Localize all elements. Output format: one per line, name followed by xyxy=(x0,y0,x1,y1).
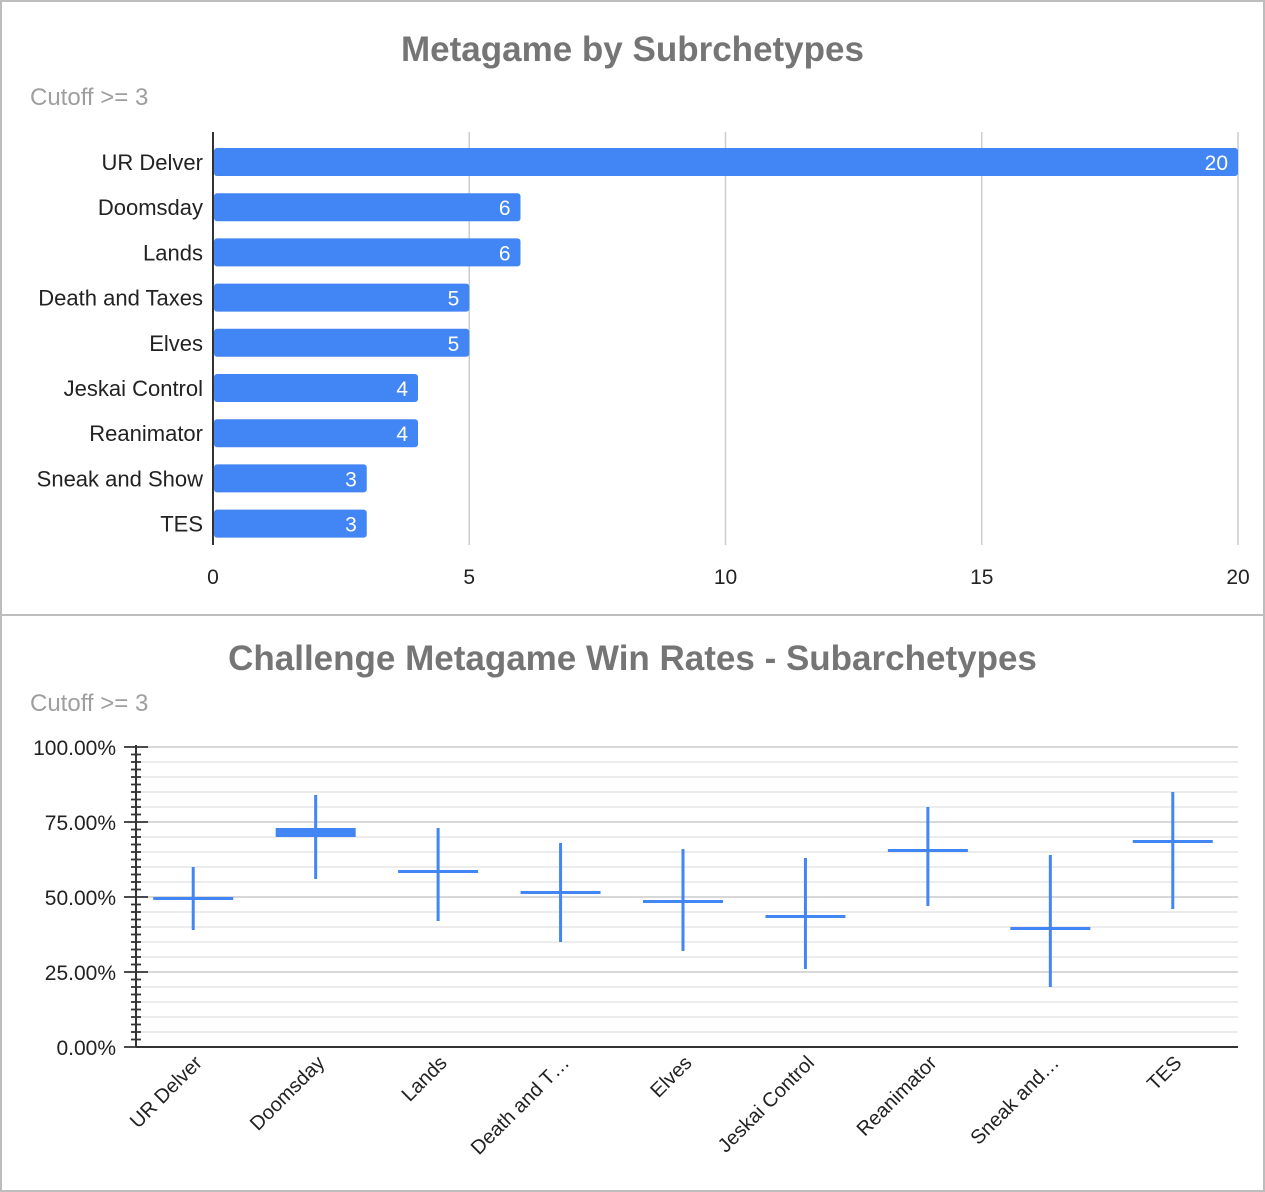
x-tick-label: 15 xyxy=(970,566,993,589)
bar xyxy=(214,374,418,402)
data-label: 6 xyxy=(499,197,511,220)
data-label: 4 xyxy=(396,423,408,446)
x-tick-label: 20 xyxy=(1226,566,1249,589)
x-tick-label: 0 xyxy=(207,566,219,589)
x-category-label: Reanimator xyxy=(853,1052,942,1141)
x-category-label: UR Delver xyxy=(126,1052,207,1133)
x-tick-label: 10 xyxy=(714,566,737,589)
bar-chart-panel: Metagame by Subrchetypes Cutoff >= 3 0 5 1… xyxy=(2,2,1263,616)
category-label: Death and Taxes xyxy=(38,286,203,311)
x-category-label: Elves xyxy=(646,1052,696,1102)
category-label: Reanimator xyxy=(89,421,203,446)
x-category-label: Jeskai Control xyxy=(714,1052,819,1157)
category-label: Doomsday xyxy=(98,195,203,220)
bar xyxy=(214,148,1238,176)
x-category-label: Death and T… xyxy=(467,1052,574,1159)
candle-chart-title: Challenge Metagame Win Rates - Subarchet… xyxy=(228,639,1037,678)
candle-body xyxy=(275,828,356,837)
bar xyxy=(214,464,367,493)
x-category-label: Doomsday xyxy=(246,1052,329,1135)
y-tick-label: 50.00% xyxy=(45,887,116,910)
category-label: TES xyxy=(160,512,203,537)
bar xyxy=(214,419,418,448)
candle-body xyxy=(1132,840,1213,843)
category-label: Jeskai Control xyxy=(64,376,203,401)
x-category-label: Sneak and… xyxy=(967,1052,1064,1149)
candle-body xyxy=(153,897,234,900)
bar-chart-title: Metagame by Subrchetypes xyxy=(401,30,864,69)
candle-body xyxy=(887,849,968,852)
y-tick-label: 100.00% xyxy=(33,737,116,760)
candle-chart-panel: Challenge Metagame Win Rates - Subarchet… xyxy=(2,616,1263,1192)
bar xyxy=(214,328,470,357)
data-label: 6 xyxy=(499,242,511,265)
candle-body xyxy=(398,870,479,873)
bar-chart-subtitle: Cutoff >= 3 xyxy=(30,84,149,111)
bar-chart: 0 5 10 15 20 UR Delver 20 Doomsday 6 Lands 6 Death … xyxy=(37,132,1250,589)
data-label: 5 xyxy=(448,288,460,311)
x-category-label: Lands xyxy=(398,1052,452,1106)
data-label: 4 xyxy=(396,378,408,401)
y-tick-label: 0.00% xyxy=(56,1037,116,1060)
x-category-label: TES xyxy=(1143,1052,1186,1095)
candle-body xyxy=(520,891,601,894)
x-tick-label: 5 xyxy=(463,566,475,589)
bar xyxy=(214,283,470,312)
candle-chart-subtitle: Cutoff >= 3 xyxy=(30,690,149,717)
candlestick-chart: 0.00% 25.00% 50.00% 75.00% 100.00% UR Delver D… xyxy=(33,737,1238,1159)
category-label: Lands xyxy=(143,240,203,265)
y-tick-label: 75.00% xyxy=(45,812,116,835)
bar xyxy=(214,193,521,222)
category-label: Elves xyxy=(149,331,203,356)
data-label: 3 xyxy=(345,514,357,537)
category-label: UR Delver xyxy=(102,150,203,175)
category-label: Sneak and Show xyxy=(37,466,203,491)
y-tick-label: 25.00% xyxy=(45,962,116,985)
bar xyxy=(214,238,521,267)
data-label: 3 xyxy=(345,468,357,491)
candle-body xyxy=(643,900,723,903)
candle-body xyxy=(1010,927,1091,930)
candle-body xyxy=(765,915,846,918)
bar xyxy=(214,509,367,538)
data-label: 20 xyxy=(1205,152,1228,175)
data-label: 5 xyxy=(448,333,460,356)
